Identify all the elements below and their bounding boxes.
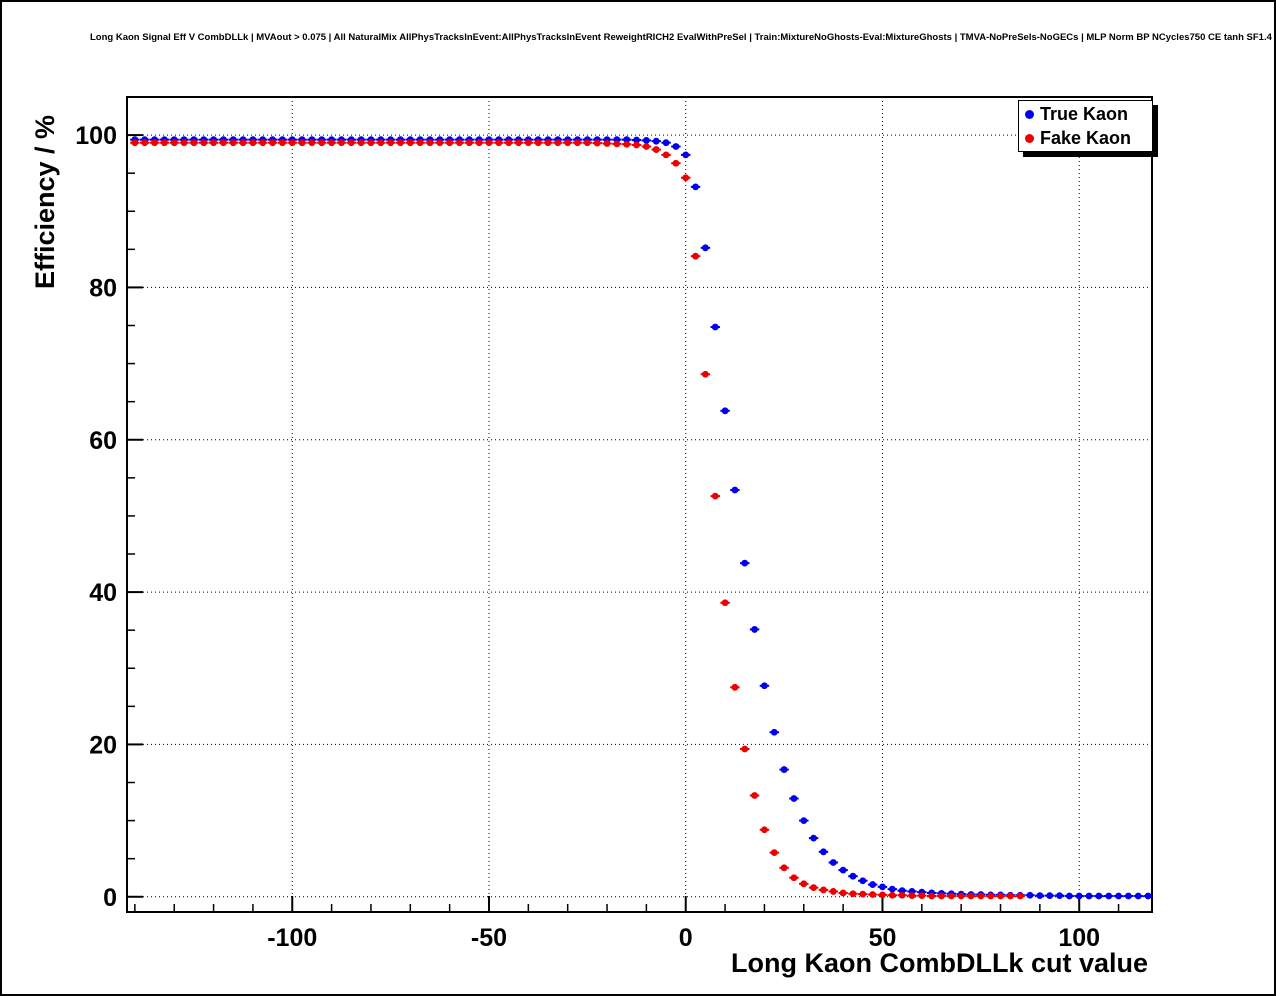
legend-label-fake-kaon: Fake Kaon: [1040, 127, 1132, 148]
svg-text:40: 40: [89, 579, 117, 607]
legend-label-true-kaon: True Kaon: [1040, 103, 1129, 124]
svg-text:20: 20: [89, 731, 117, 759]
legend-item-fake-kaon: Fake Kaon: [1019, 126, 1152, 150]
svg-text:80: 80: [89, 274, 117, 302]
svg-text:-100: -100: [267, 924, 317, 952]
legend-item-true-kaon: True Kaon: [1019, 102, 1152, 126]
legend: True Kaon Fake Kaon: [1018, 100, 1153, 152]
y-axis-title: Efficiency / %: [30, 114, 60, 289]
svg-text:100: 100: [75, 122, 117, 150]
svg-text:-50: -50: [471, 924, 507, 952]
x-axis-title: Long Kaon CombDLLk cut value: [730, 948, 1148, 978]
svg-text:0: 0: [103, 884, 117, 912]
svg-text:50: 50: [869, 924, 897, 952]
svg-text:0: 0: [679, 924, 693, 952]
fake-kaon-marker-icon: [1025, 133, 1034, 143]
page-title: Long Kaon Signal Eff V CombDLLk | MVAout…: [90, 32, 1276, 43]
svg-text:60: 60: [89, 427, 117, 455]
svg-text:100: 100: [1058, 924, 1100, 952]
true-kaon-marker-icon: [1025, 109, 1034, 119]
